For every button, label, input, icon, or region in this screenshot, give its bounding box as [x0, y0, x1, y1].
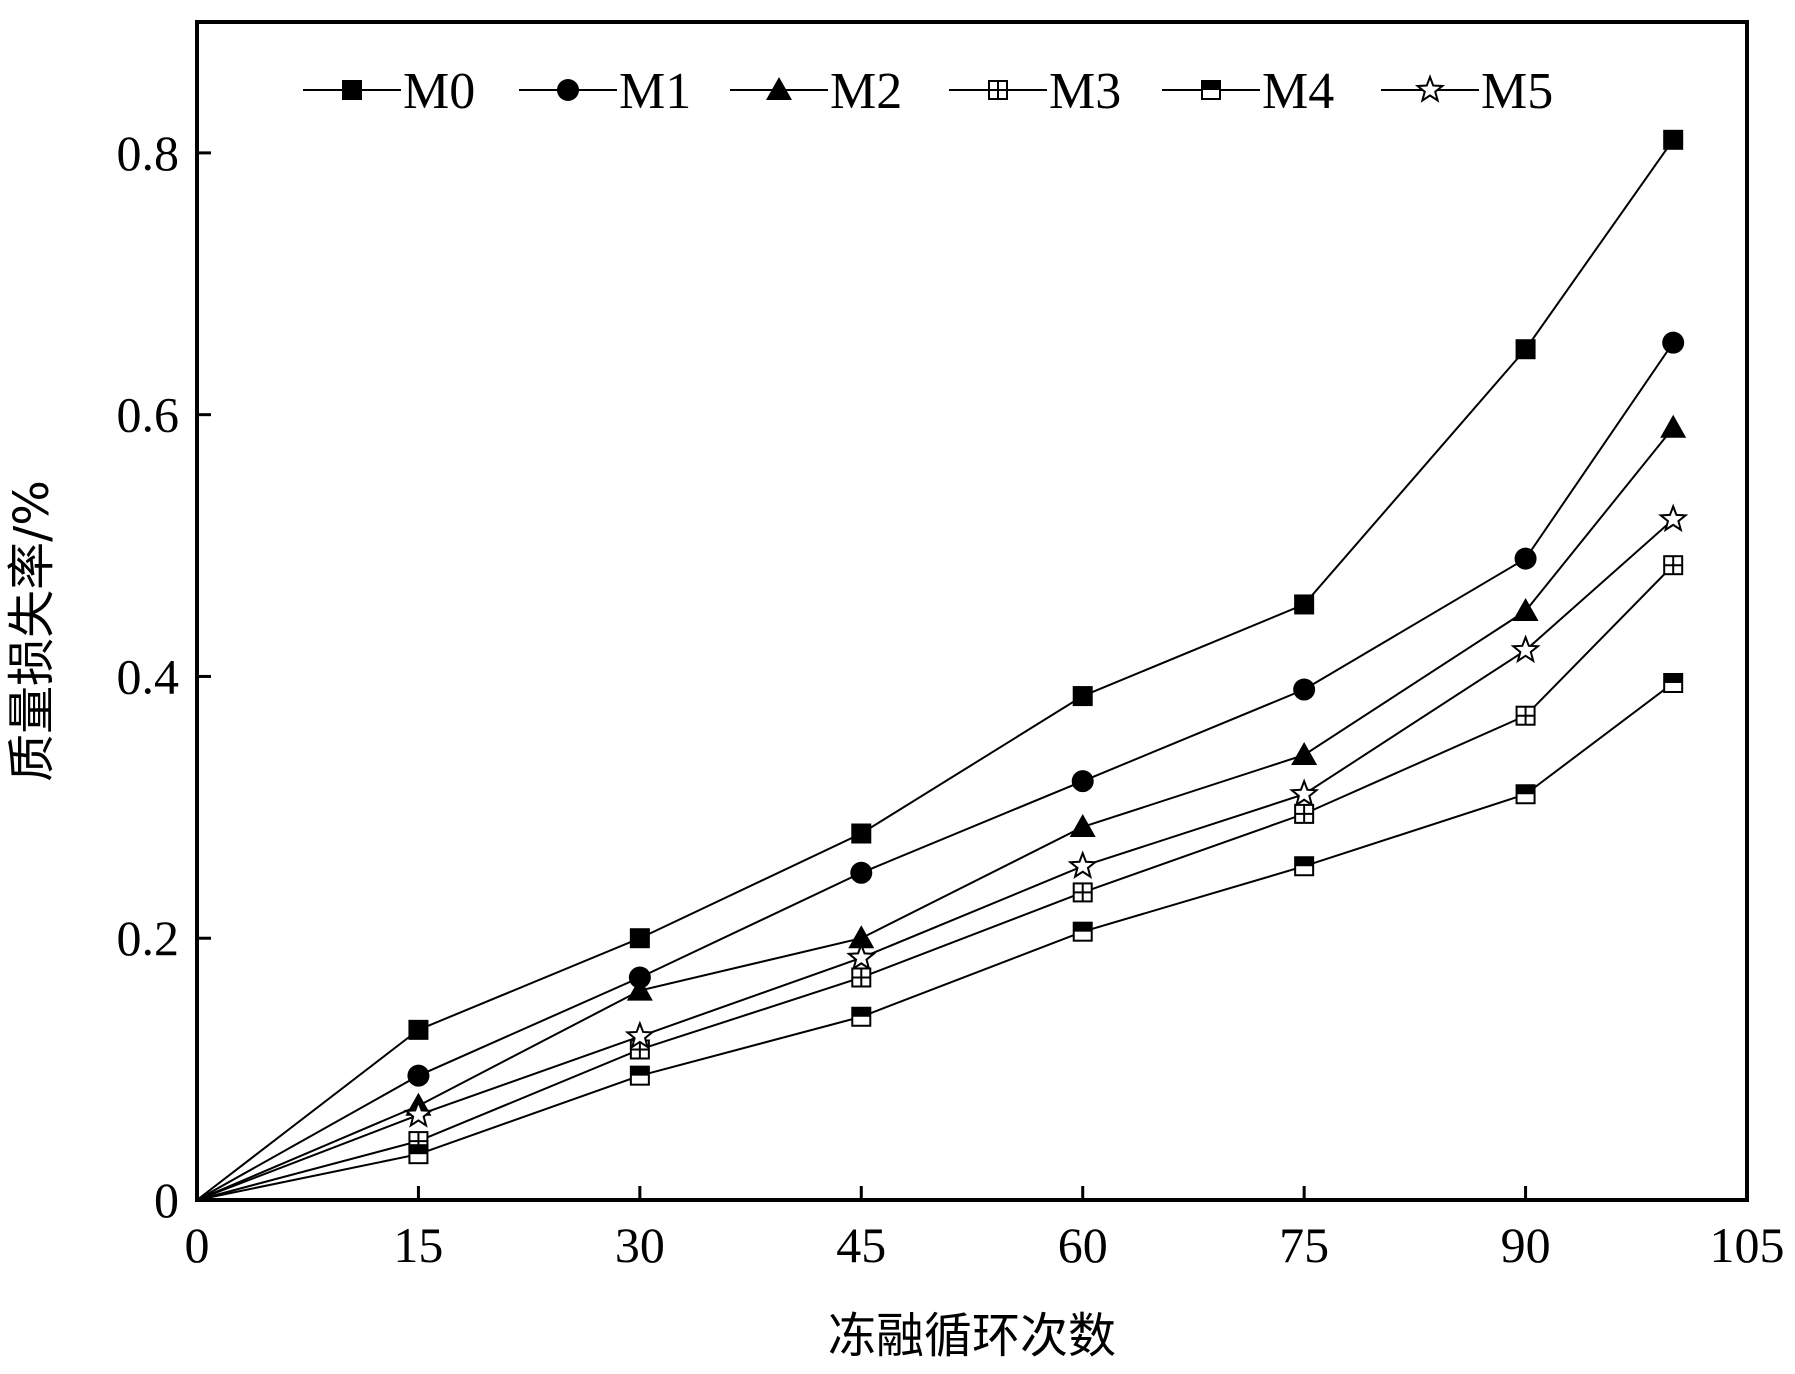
data-point-M3: [1072, 882, 1093, 903]
x-tick-label: 90: [1501, 1217, 1551, 1273]
legend-marker-M2: [766, 77, 792, 100]
series-M5: [196, 503, 1689, 1201]
series-M0: [196, 129, 1684, 1201]
data-point-M3: [1515, 705, 1536, 726]
x-tick-label: 45: [836, 1217, 886, 1273]
data-point-M1: [1514, 547, 1537, 570]
series-M3: [196, 555, 1684, 1201]
data-point-M1: [1662, 331, 1685, 354]
data-point-M3: [1663, 555, 1684, 576]
data-point-M2: [848, 925, 875, 949]
y-tick-label: 0.2: [117, 910, 180, 966]
data-point-M3: [851, 967, 872, 988]
data-point-M2: [1291, 741, 1318, 765]
data-point-M1: [628, 966, 651, 989]
legend-label-M4: M4: [1262, 63, 1334, 120]
data-point-M0: [1072, 686, 1093, 707]
legend-marker-M3: [988, 80, 1008, 100]
data-point-M1: [407, 1064, 430, 1087]
data-point-M2: [1660, 414, 1687, 438]
y-tick-label: 0: [154, 1172, 179, 1228]
legend-item-M4: M4: [1162, 63, 1334, 120]
legend-marker-M5: [1414, 74, 1446, 103]
legend-item-M3: M3: [949, 63, 1121, 120]
data-point-M0: [851, 823, 872, 844]
x-tick-label: 0: [185, 1217, 210, 1273]
legend-label-M0: M0: [403, 63, 475, 120]
data-point-M5: [1510, 634, 1541, 664]
x-tick-label: 15: [393, 1217, 443, 1273]
data-point-M2: [1512, 598, 1539, 621]
series-line-M5: [196, 518, 1674, 1201]
data-point-M5: [1067, 850, 1098, 880]
series-line-M4: [196, 682, 1674, 1201]
data-point-M2: [1069, 813, 1096, 837]
y-tick-label: 0.4: [117, 648, 180, 704]
legend-label-M2: M2: [830, 63, 902, 120]
data-point-M5: [1289, 778, 1320, 808]
y-tick-label: 0.8: [117, 125, 180, 181]
x-tick-label: 30: [615, 1217, 665, 1273]
legend-marker-M0: [342, 80, 362, 100]
plot-frame: [195, 20, 1749, 1202]
data-point-M0: [629, 928, 650, 949]
x-axis-title: 冻融循环次数: [828, 1308, 1116, 1364]
legend: M0 M1 M2 M3 M4 M5: [303, 63, 1553, 120]
data-point-M4: [1294, 856, 1315, 877]
data-point-M5: [624, 1020, 655, 1050]
data-point-M0: [1294, 594, 1315, 615]
data-point-M2: [626, 977, 653, 1001]
series-layer: [196, 129, 1689, 1201]
data-point-M4: [851, 1006, 872, 1027]
data-point-M0: [408, 1019, 429, 1040]
y-axis-title: 质量损失率/%: [4, 480, 60, 782]
data-point-M4: [1663, 672, 1684, 693]
x-tick-label: 105: [1710, 1217, 1785, 1273]
data-point-M1: [850, 861, 873, 884]
x-tick-label: 75: [1279, 1217, 1329, 1273]
data-point-M0: [1663, 129, 1684, 150]
data-point-M5: [846, 942, 877, 971]
legend-label-M1: M1: [619, 63, 691, 120]
data-point-M4: [1072, 921, 1093, 942]
data-point-M3: [1294, 803, 1315, 824]
legend-item-M2: M2: [730, 63, 902, 120]
y-tick-label: 0.6: [117, 387, 180, 443]
legend-label-M5: M5: [1481, 63, 1553, 120]
series-M1: [196, 331, 1685, 1201]
series-line-M0: [196, 139, 1675, 1201]
axes: 0 15 30 45 60 75 90 105 0 0.2 0.4 0.6 0.8: [117, 20, 1785, 1273]
series-line-M1: [196, 342, 1675, 1201]
data-point-M5: [1658, 503, 1689, 533]
series-line-M2: [196, 427, 1674, 1201]
data-point-M4: [408, 1144, 429, 1165]
series-line-M3: [196, 564, 1674, 1201]
legend-label-M3: M3: [1049, 63, 1121, 120]
legend-marker-M1: [557, 79, 579, 101]
data-point-M1: [1293, 678, 1316, 701]
legend-marker-M4: [1201, 80, 1221, 100]
series-M2: [196, 414, 1687, 1201]
legend-item-M5: M5: [1381, 63, 1553, 120]
x-tick-label: 60: [1058, 1217, 1108, 1273]
data-point-M1: [1071, 770, 1094, 793]
legend-item-M1: M1: [519, 63, 691, 120]
data-point-M4: [629, 1065, 650, 1086]
data-point-M4: [1515, 784, 1536, 805]
legend-item-M0: M0: [303, 63, 475, 120]
series-M4: [196, 672, 1684, 1201]
data-point-M0: [1515, 339, 1536, 360]
data-point-M5: [403, 1099, 434, 1128]
